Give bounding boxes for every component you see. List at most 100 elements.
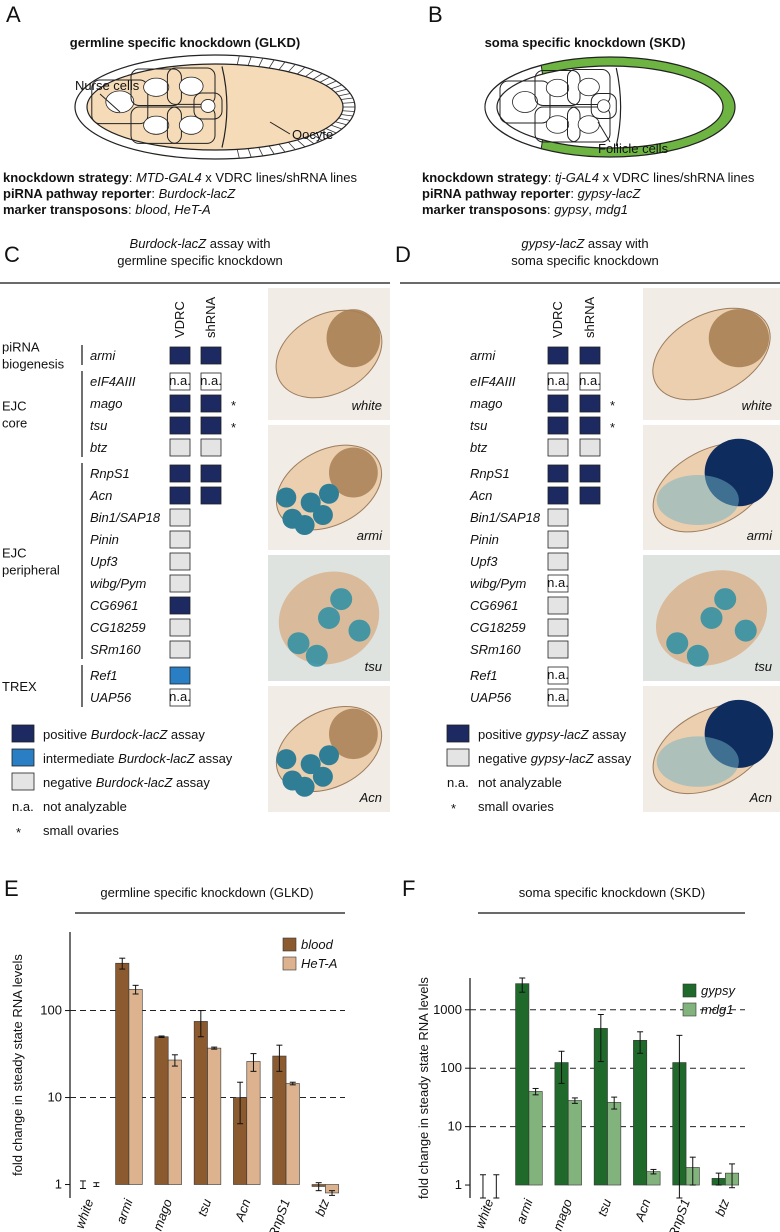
x-tick-label: mago bbox=[150, 1197, 175, 1232]
legend-label: mdg1 bbox=[701, 1002, 734, 1017]
nucleus bbox=[178, 115, 204, 135]
micrograph bbox=[268, 686, 390, 812]
legend-swatch bbox=[682, 1002, 697, 1017]
nucleus bbox=[105, 90, 135, 114]
text-part: blood bbox=[135, 202, 168, 217]
cell-text: n.a. bbox=[169, 373, 191, 388]
text-part: HeT-A bbox=[174, 202, 210, 217]
x-tick-label: btz bbox=[312, 1196, 332, 1218]
nucleus bbox=[545, 78, 570, 98]
status-cell bbox=[547, 574, 569, 593]
column-header: VDRC bbox=[550, 301, 565, 338]
status-cell bbox=[579, 394, 601, 413]
micrograph bbox=[268, 288, 390, 420]
follicle-stripe bbox=[338, 93, 351, 97]
legend-text: not analyzable bbox=[43, 799, 127, 814]
leader-line bbox=[597, 121, 611, 143]
nucleus bbox=[200, 99, 216, 113]
status-cell bbox=[169, 416, 191, 435]
image-label: armi bbox=[747, 528, 773, 543]
follicle-stripe bbox=[236, 149, 240, 159]
follicle-stripe bbox=[341, 97, 353, 100]
error-bar bbox=[329, 1190, 336, 1196]
follicle-stripe bbox=[288, 64, 296, 73]
legend-text: positive Burdock-lacZ assay bbox=[43, 727, 205, 742]
status-cell bbox=[547, 688, 569, 707]
bar bbox=[272, 1055, 287, 1185]
diagram-label: Nurse cells bbox=[75, 78, 140, 93]
cell-text: n.a. bbox=[579, 373, 601, 388]
error-bar bbox=[571, 1097, 578, 1104]
panel-label: B bbox=[428, 2, 443, 27]
gene-name: mago bbox=[90, 396, 123, 411]
gene-name: tsu bbox=[90, 418, 107, 433]
text-part: : bbox=[151, 186, 158, 201]
status-cell bbox=[169, 372, 191, 391]
error-bar bbox=[158, 1035, 165, 1039]
oocyte bbox=[329, 708, 378, 760]
text-part: assay with bbox=[206, 236, 270, 251]
nurse-cell bbox=[567, 106, 611, 143]
panel-title: germline specific knockdown bbox=[117, 253, 282, 268]
text-part: Burdock-lacZ bbox=[159, 186, 237, 201]
status-cell bbox=[579, 346, 601, 365]
image-label: armi bbox=[357, 528, 383, 543]
group-label: piRNA bbox=[2, 340, 40, 355]
row-note: * bbox=[231, 420, 236, 435]
image-label: Acn bbox=[749, 790, 772, 805]
gene-name: CG18259 bbox=[90, 620, 146, 635]
image-label: tsu bbox=[755, 659, 772, 674]
gene-name: Acn bbox=[89, 488, 112, 503]
bar bbox=[633, 1040, 648, 1186]
panel-label: C bbox=[4, 242, 20, 267]
chart-title: soma specific knockdown (SKD) bbox=[519, 885, 705, 900]
error-bar bbox=[119, 957, 126, 970]
status-cell bbox=[200, 416, 222, 435]
stain bbox=[318, 607, 340, 629]
gene-name: SRm160 bbox=[90, 642, 141, 657]
diagram-label: Follicle cells bbox=[598, 141, 669, 156]
panel-label: D bbox=[395, 242, 411, 267]
follicle-stripe bbox=[247, 148, 252, 158]
x-tick-label: Acn bbox=[232, 1197, 254, 1224]
text-part: , bbox=[588, 202, 595, 217]
panel-label: A bbox=[6, 2, 21, 27]
status-cell bbox=[547, 438, 569, 457]
legend-label: blood bbox=[301, 937, 334, 952]
strategy-line: knockdown strategy: MTD-GAL4 x VDRC line… bbox=[3, 170, 357, 185]
gene-name: Acn bbox=[469, 488, 492, 503]
panel-title: germline specific knockdown (GLKD) bbox=[70, 35, 300, 50]
error-bar bbox=[315, 1182, 322, 1192]
y-tick-label: 10 bbox=[448, 1119, 462, 1134]
row-note: * bbox=[610, 398, 615, 413]
nurse-cell bbox=[567, 69, 611, 105]
image-label: white bbox=[352, 398, 382, 413]
text-part: , bbox=[167, 202, 174, 217]
stain bbox=[305, 644, 328, 667]
status-cell bbox=[169, 394, 191, 413]
nurse-cell bbox=[590, 93, 617, 119]
follicle-stripe bbox=[330, 84, 343, 90]
follicle-stripe bbox=[288, 141, 296, 150]
stain bbox=[319, 483, 339, 504]
error-bar bbox=[289, 1081, 296, 1086]
bar bbox=[154, 1036, 169, 1185]
panel-title: soma specific knockdown bbox=[511, 253, 658, 268]
status-cell bbox=[579, 416, 601, 435]
stain bbox=[312, 766, 333, 787]
y-tick-label: 100 bbox=[440, 1060, 462, 1075]
status-cell bbox=[200, 464, 222, 483]
stain bbox=[656, 736, 739, 787]
status-cell bbox=[579, 464, 601, 483]
error-bar bbox=[132, 984, 139, 995]
text-part: assay bbox=[172, 775, 210, 790]
x-tick-label: white bbox=[72, 1197, 96, 1231]
legend-text: intermediate Burdock-lacZ assay bbox=[43, 751, 233, 766]
column-header: shRNA bbox=[582, 296, 597, 338]
stain bbox=[348, 619, 371, 642]
x-tick-label: mago bbox=[550, 1197, 575, 1232]
text-part: not analyzable bbox=[43, 799, 127, 814]
text-part: intermediate bbox=[43, 751, 118, 766]
follicle-stripe bbox=[236, 55, 240, 65]
